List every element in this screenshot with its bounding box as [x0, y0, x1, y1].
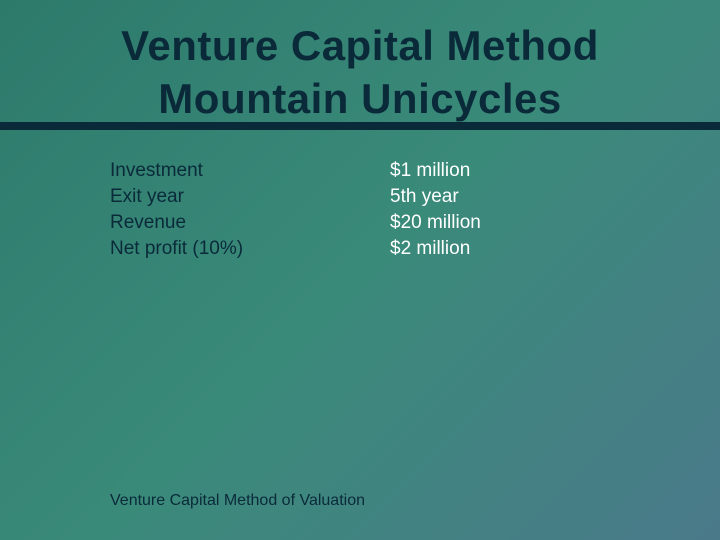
- row-label: Net profit (10%): [110, 238, 390, 260]
- row-label: Exit year: [110, 186, 390, 208]
- footer-text: Venture Capital Method of Valuation: [110, 492, 365, 510]
- row-label: Investment: [110, 160, 390, 182]
- table-row: Investment $1 million: [110, 160, 630, 182]
- table-row: Revenue $20 million: [110, 212, 630, 234]
- row-value: 5th year: [390, 186, 630, 208]
- table-row: Net profit (10%) $2 million: [110, 238, 630, 260]
- title-line-1: Venture Capital Method: [0, 20, 720, 73]
- content-table: Investment $1 million Exit year 5th year…: [110, 160, 630, 264]
- title-block: Venture Capital Method Mountain Unicycle…: [0, 20, 720, 125]
- row-value: $1 million: [390, 160, 630, 182]
- row-value: $20 million: [390, 212, 630, 234]
- title-line-2: Mountain Unicycles: [152, 73, 567, 126]
- table-row: Exit year 5th year: [110, 186, 630, 208]
- row-value: $2 million: [390, 238, 630, 260]
- slide: Venture Capital Method Mountain Unicycle…: [0, 0, 720, 540]
- row-label: Revenue: [110, 212, 390, 234]
